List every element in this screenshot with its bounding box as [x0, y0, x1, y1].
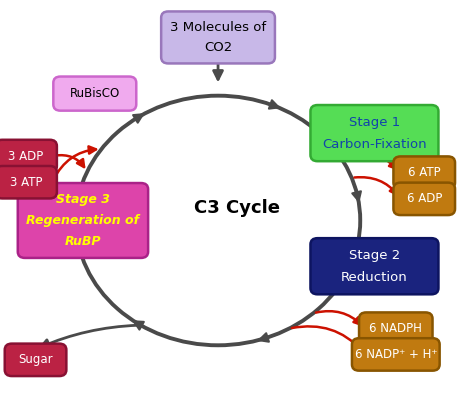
Text: Carbon-Fixation: Carbon-Fixation: [322, 138, 427, 151]
FancyBboxPatch shape: [0, 140, 57, 172]
FancyBboxPatch shape: [310, 238, 438, 295]
FancyBboxPatch shape: [352, 338, 439, 371]
FancyBboxPatch shape: [161, 11, 275, 63]
FancyBboxPatch shape: [0, 166, 57, 198]
Text: RuBP: RuBP: [64, 235, 101, 248]
Text: 3 ADP: 3 ADP: [9, 149, 44, 163]
Text: C3 Cycle: C3 Cycle: [194, 199, 280, 217]
FancyBboxPatch shape: [5, 344, 66, 376]
Text: 6 NADPH: 6 NADPH: [369, 322, 422, 335]
FancyBboxPatch shape: [393, 183, 455, 215]
FancyBboxPatch shape: [53, 77, 136, 111]
Text: 6 ATP: 6 ATP: [408, 166, 440, 179]
Text: 3 Molecules of: 3 Molecules of: [170, 21, 266, 34]
Text: 6 NADP⁺ + H⁺: 6 NADP⁺ + H⁺: [355, 348, 437, 361]
Text: CO2: CO2: [204, 41, 232, 54]
FancyBboxPatch shape: [359, 312, 432, 345]
FancyBboxPatch shape: [310, 105, 438, 161]
Text: Stage 1: Stage 1: [349, 116, 400, 129]
Text: Reduction: Reduction: [341, 271, 408, 284]
Text: RuBisCO: RuBisCO: [70, 87, 120, 100]
Text: 6 ADP: 6 ADP: [407, 192, 442, 206]
Text: Sugar: Sugar: [18, 353, 53, 366]
Text: Stage 2: Stage 2: [349, 249, 400, 262]
Text: 3 ATP: 3 ATP: [10, 176, 42, 189]
Text: Stage 3: Stage 3: [56, 193, 110, 206]
FancyBboxPatch shape: [18, 183, 148, 258]
Text: Regeneration of: Regeneration of: [27, 214, 139, 227]
FancyBboxPatch shape: [393, 156, 455, 189]
